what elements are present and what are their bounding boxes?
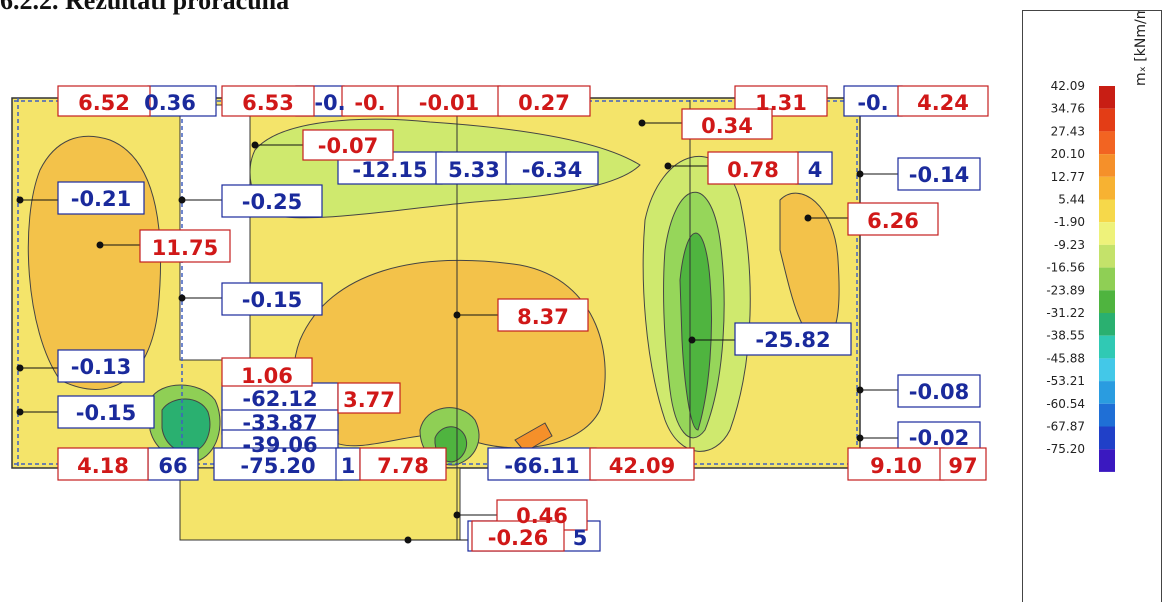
label-m-0-27: 0.27: [518, 91, 570, 115]
label-m-neg0-01: -0.01: [419, 91, 480, 115]
label-m-neg0-08: -0.08: [909, 380, 970, 404]
label-m-4-18: 4.18: [77, 454, 129, 478]
label-m-neg0-13: -0.13: [71, 355, 132, 379]
label-m-neg0-c: -0.: [857, 91, 888, 115]
legend-color-swatch: [1099, 108, 1115, 132]
legend-unit-label: mₓ [kNm/m]: [1133, 11, 1149, 86]
label-m-66: 66: [158, 454, 187, 478]
label-m-neg0-25: -0.25: [242, 190, 303, 214]
legend-value: -75.20: [1046, 442, 1085, 456]
label-m-0-34: 0.34: [701, 114, 753, 138]
label-m-4-24: 4.24: [917, 91, 969, 115]
label-m-6-26: 6.26: [867, 209, 919, 233]
legend-color-swatch: [1099, 403, 1115, 427]
value-callouts: 6.52 6.53 -0. -0.01 0.27 1.31 4.24 0.34 …: [57, 85, 989, 552]
legend-value: -38.55: [1046, 329, 1085, 343]
label-m-neg6-34: -6.34: [522, 158, 583, 182]
legend-color-swatch: [1099, 358, 1115, 382]
label-m-1-06: 1.06: [241, 364, 293, 388]
callout-neg: [57, 85, 981, 552]
label-m-neg0-07: -0.07: [318, 134, 379, 158]
label-m-6-52: 6.52: [78, 91, 130, 115]
label-m-neg0-15a: -0.15: [242, 288, 303, 312]
label-m-9-10: 9.10: [870, 454, 922, 478]
legend-value: 34.76: [1051, 102, 1085, 116]
legend-value: -67.87: [1046, 420, 1085, 434]
legend-scale: 42.09 34.76 27.43 20.10 12.77 5.44 -1.90 -9.23 -…: [1046, 79, 1115, 472]
legend-value: 12.77: [1051, 170, 1085, 184]
label-m-neg0-15b: -0.15: [76, 401, 137, 425]
legend-color-swatch: [1099, 335, 1115, 359]
label-m-neg0-26: -0.26: [488, 526, 549, 550]
legend-value: -23.89: [1046, 283, 1085, 297]
label-m-7-78: 7.78: [377, 454, 429, 478]
label-m-11-75: 11.75: [152, 236, 218, 260]
legend-value: -16.56: [1046, 261, 1085, 275]
page-title: 6.2.2. Rezultati proračuna: [0, 0, 290, 15]
legend-color-swatch: [1099, 244, 1115, 268]
label-m-6-53: 6.53: [242, 91, 294, 115]
moment-contour-diagram: 6.52 6.53 -0. -0.01 0.27 1.31 4.24 0.34 …: [11, 85, 989, 552]
label-m-1: 1: [341, 454, 356, 478]
legend-color-swatch: [1099, 290, 1115, 313]
label-m-neg0-14: -0.14: [909, 163, 970, 187]
label-m-97: 97: [948, 454, 977, 478]
label-m-neg25-82: -25.82: [755, 328, 830, 352]
legend-value: 42.09: [1051, 79, 1085, 93]
label-m-neg39-06: -39.06: [242, 433, 317, 457]
label-m-5-33: 5.33: [448, 158, 500, 182]
leader-lines: [16, 119, 898, 544]
label-m-neg0-top: -0.: [354, 91, 385, 115]
legend-color-swatch: [1099, 426, 1115, 450]
legend-value: -53.21: [1046, 374, 1085, 388]
legend-color-swatch: [1099, 199, 1115, 223]
label-m-neg0-02: -0.02: [909, 426, 970, 450]
legend-color-swatch: [1099, 176, 1115, 200]
legend-color-swatch: [1099, 222, 1115, 245]
legend-value: -9.23: [1054, 238, 1085, 252]
label-m-neg75-20: -75.20: [240, 454, 315, 478]
legend-value: -45.88: [1046, 351, 1085, 365]
label-m-neg33-87: -33.87: [242, 411, 317, 435]
label-m-0-78: 0.78: [727, 158, 779, 182]
label-m-4: 4: [808, 158, 823, 182]
legend-value: -60.54: [1046, 397, 1085, 411]
label-m-5: 5: [573, 526, 588, 550]
label-m-42-09: 42.09: [609, 454, 675, 478]
legend-value: -1.90: [1054, 215, 1085, 229]
legend-color-swatch: [1099, 313, 1115, 336]
legend-value: 27.43: [1051, 124, 1085, 138]
legend-value: -31.22: [1046, 306, 1085, 320]
legend-color-swatch: [1099, 381, 1115, 404]
legend-color-swatch: [1099, 154, 1115, 177]
label-m-8-37: 8.37: [517, 305, 569, 329]
label-m-1-31: 1.31: [755, 91, 807, 115]
label-m-0-36: 0.36: [144, 91, 196, 115]
label-m-neg0-b: -0.: [314, 91, 345, 115]
label-m-neg66-11: -66.11: [504, 454, 579, 478]
legend-value: 20.10: [1051, 147, 1085, 161]
label-m-neg62-12: -62.12: [242, 387, 317, 411]
legend-color-swatch: [1099, 86, 1115, 109]
label-m-neg12-15: -12.15: [352, 158, 427, 182]
callout-pos: [57, 85, 989, 552]
legend-color-swatch: [1099, 449, 1115, 472]
label-m-0-46: 0.46: [516, 504, 568, 528]
label-m-neg0-21: -0.21: [71, 187, 132, 211]
legend-color-swatch: [1099, 267, 1115, 291]
legend-value: 5.44: [1058, 193, 1085, 207]
label-m-3-77: 3.77: [343, 388, 395, 412]
legend-color-swatch: [1099, 131, 1115, 155]
color-legend: mₓ [kNm/m] 42.09 34.76 27.43 20.10 12.77 5.44…: [1022, 0, 1162, 602]
